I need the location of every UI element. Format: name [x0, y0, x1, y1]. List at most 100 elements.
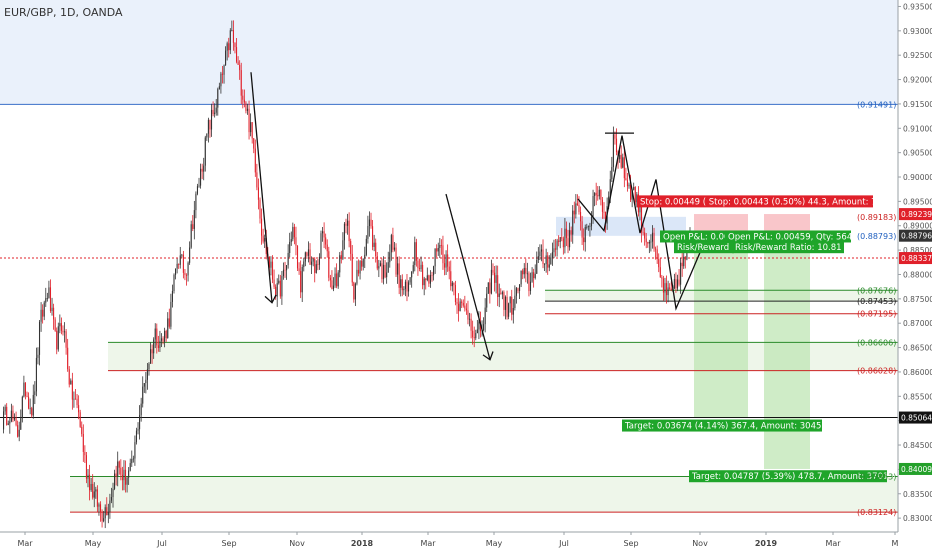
- candle-body: [139, 415, 141, 430]
- candle-body: [375, 242, 377, 257]
- candle-body: [586, 226, 588, 228]
- candle-body: [164, 330, 166, 342]
- candle-body: [154, 328, 156, 340]
- candle-body: [670, 288, 672, 291]
- level-label-13: (0.83853): [857, 473, 896, 482]
- arrow-line-1: [250, 72, 273, 303]
- pnl-label-behind-bg: [660, 230, 730, 243]
- candle-body: [110, 497, 113, 501]
- candle-body: [334, 273, 336, 286]
- candle-body: [625, 178, 627, 181]
- candle-body: [597, 195, 599, 197]
- candle-body: [329, 277, 331, 281]
- candle-body: [107, 512, 109, 516]
- candle-body: [498, 293, 500, 297]
- candle-body: [237, 61, 239, 65]
- candle-body: [51, 307, 53, 311]
- candle-body: [151, 349, 153, 354]
- price-label-box: [899, 208, 932, 221]
- candle-body: [536, 259, 538, 274]
- candle-body: [276, 283, 278, 297]
- candle-body: [175, 268, 177, 275]
- candle-body: [23, 382, 25, 397]
- arrow-head-2: [482, 351, 494, 361]
- candle-body: [403, 288, 405, 291]
- candle-body: [93, 491, 95, 498]
- candle-body: [131, 459, 133, 464]
- candle-body: [359, 261, 361, 274]
- candle-body: [179, 255, 181, 265]
- candle-body: [512, 307, 514, 315]
- candle-body: [304, 252, 306, 262]
- candle-body: [345, 223, 347, 226]
- candle-body: [483, 324, 485, 331]
- candle-body: [46, 298, 48, 299]
- candle-body: [181, 254, 183, 256]
- candle-body: [114, 473, 116, 489]
- candle-body: [429, 275, 431, 284]
- candle-body: [634, 186, 636, 203]
- candle-body: [662, 278, 664, 293]
- candle-body: [245, 102, 247, 111]
- candle-body: [614, 134, 616, 139]
- candle-body: [104, 507, 106, 519]
- x-tick-label: Jul: [558, 539, 569, 548]
- candle-body: [683, 256, 685, 267]
- candle-body: [644, 232, 646, 239]
- y-tick-label: 0.83500: [903, 490, 932, 499]
- candle-body: [515, 288, 517, 296]
- candle-body: [293, 226, 295, 238]
- price-label-5: 0.88337: [901, 254, 932, 263]
- candle-body: [397, 263, 399, 275]
- candle-body: [573, 210, 575, 215]
- candle-body: [470, 318, 472, 331]
- y-tick-label: 0.91000: [903, 124, 932, 133]
- y-tick-label: 0.93000: [903, 27, 932, 36]
- candle-body: [190, 224, 192, 248]
- candle-body: [257, 187, 259, 200]
- candle-body: [390, 235, 392, 253]
- candle-body: [101, 511, 103, 522]
- candle-body: [221, 73, 224, 75]
- candle-body: [673, 279, 675, 289]
- candle-body: [433, 266, 435, 276]
- candle-body: [60, 323, 62, 331]
- candle-body: [126, 477, 128, 485]
- candle-body: [160, 338, 163, 341]
- candle-body: [475, 333, 477, 339]
- candle-body: [508, 303, 510, 317]
- candle-body: [497, 275, 499, 297]
- candle-body: [386, 272, 388, 278]
- candle-body: [28, 396, 30, 409]
- rr-label-behind: Risk/Reward: [677, 243, 729, 253]
- candle-body: [598, 189, 600, 197]
- candle-body: [15, 417, 17, 426]
- stop-label: Stop: 0.00449 ( Stop: 0.00443 (0.50%) 44…: [640, 197, 887, 207]
- resistance-zone-top: [0, 0, 898, 105]
- candle-body: [451, 282, 453, 287]
- candle-body: [26, 395, 28, 397]
- candle-body: [156, 328, 158, 346]
- pnl-label-behind: Open P&L: 0.00: [663, 232, 729, 242]
- candle-body: [379, 263, 381, 267]
- candle-body: [547, 255, 549, 268]
- candle-body: [389, 252, 391, 263]
- candle-body: [315, 264, 317, 273]
- candle-body: [270, 261, 272, 268]
- y-tick-label: 0.83000: [903, 514, 932, 523]
- y-tick-label: 0.88500: [903, 246, 932, 255]
- candle-body: [467, 310, 469, 320]
- candle-body: [31, 408, 33, 416]
- candle-body: [137, 429, 139, 431]
- candle-body: [626, 180, 629, 187]
- candle-body: [372, 226, 374, 247]
- candle-body: [525, 267, 527, 274]
- candle-body: [647, 242, 649, 244]
- x-tick-label: 2018: [351, 539, 374, 548]
- candle-body: [603, 211, 605, 213]
- candle-body: [29, 408, 31, 410]
- candle-body: [361, 261, 363, 267]
- candle-body: [398, 263, 400, 288]
- candle-body: [20, 418, 22, 430]
